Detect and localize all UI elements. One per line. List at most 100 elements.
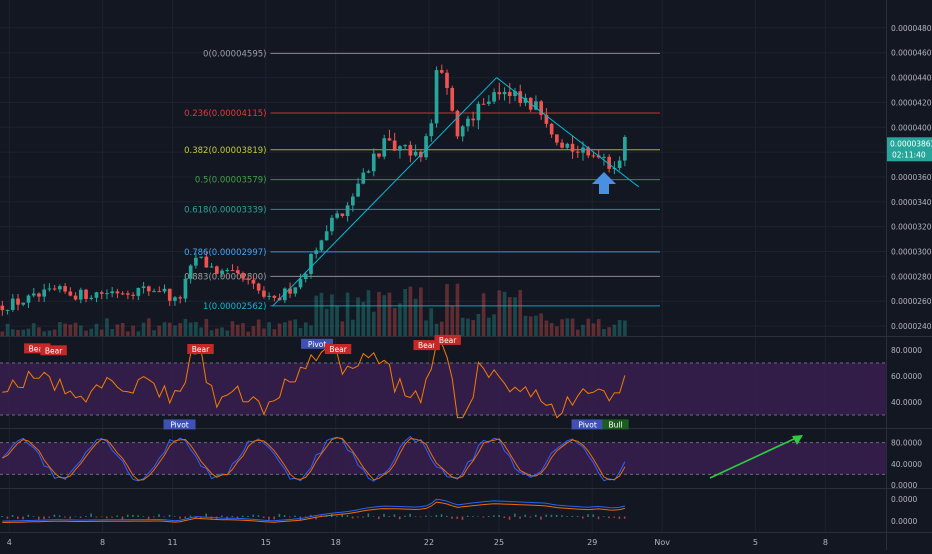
candle-body bbox=[173, 297, 177, 301]
candle-body bbox=[382, 138, 387, 157]
candle-body bbox=[146, 286, 151, 292]
volume-bar bbox=[157, 325, 162, 336]
volume-bar bbox=[16, 329, 20, 336]
macd-hist-bar bbox=[64, 516, 66, 518]
signal-label-bear: Bear bbox=[329, 345, 347, 354]
price-axis-tick: 0.00002800 bbox=[891, 272, 932, 281]
candle-body bbox=[94, 292, 99, 298]
macd-hist-bar bbox=[158, 514, 160, 517]
signal-label-bg bbox=[301, 338, 334, 349]
macd-hist-bar bbox=[22, 516, 24, 520]
current-price-tag bbox=[887, 137, 932, 162]
volume-bar bbox=[371, 311, 376, 336]
volume-bar bbox=[31, 323, 36, 336]
candle-body bbox=[460, 126, 465, 137]
price-axis-tick: 0.00003600 bbox=[891, 173, 932, 182]
price-axis-tick: 0.00002600 bbox=[891, 297, 932, 306]
volume-bar bbox=[392, 307, 397, 336]
candle-body bbox=[126, 293, 130, 295]
volume-bar bbox=[141, 322, 146, 336]
volume-bar bbox=[319, 292, 324, 336]
fib-level-label: 0.883(0.00002800) bbox=[184, 272, 266, 282]
candle-body bbox=[105, 293, 109, 295]
volume-bar bbox=[351, 319, 355, 336]
volume-bar bbox=[466, 318, 470, 336]
volume-bar bbox=[424, 320, 428, 336]
macd-hist-bar bbox=[582, 516, 584, 519]
candle-body bbox=[398, 146, 402, 151]
volume-bar bbox=[481, 293, 486, 336]
volume-bar bbox=[502, 291, 507, 336]
candle-body bbox=[42, 289, 47, 297]
volume-bar bbox=[262, 328, 266, 336]
macd-hist-bar bbox=[524, 514, 527, 517]
signal-label-bear: Bear bbox=[45, 346, 63, 355]
macd-hist-bar bbox=[561, 515, 563, 517]
macd-hist-bar bbox=[173, 516, 176, 517]
signal-label-bg bbox=[434, 334, 461, 345]
candle-body bbox=[141, 286, 146, 288]
volume-bar bbox=[52, 329, 57, 336]
volume-bar bbox=[204, 318, 209, 336]
candle-body bbox=[110, 291, 115, 294]
signal-label-pivot: Pivot bbox=[170, 420, 188, 429]
macd-hist-bar bbox=[69, 516, 71, 519]
candle-body bbox=[303, 273, 308, 280]
volume-bar bbox=[539, 313, 543, 336]
candle-body bbox=[602, 156, 606, 158]
candle-body bbox=[58, 286, 62, 290]
macd-line bbox=[2, 498, 626, 522]
macd-hist-bar bbox=[315, 516, 317, 520]
macd-hist-bar bbox=[179, 516, 181, 519]
candle-body bbox=[607, 156, 612, 169]
fib-level-label: 0.382(0.00003819) bbox=[184, 146, 266, 156]
candle-body bbox=[319, 240, 324, 251]
fibonacci-retracement: 0(0.00004595) 0.236(0.00004115) 0.382(0.00… bbox=[184, 49, 660, 312]
candle-body bbox=[392, 140, 397, 151]
fib-level-label: 0.5(0.00003579) bbox=[195, 176, 267, 186]
macd-hist-bar bbox=[508, 516, 511, 520]
macd-hist-bar bbox=[503, 516, 506, 519]
macd-hist-bar bbox=[79, 516, 82, 518]
macd-hist-bar bbox=[43, 516, 45, 520]
macd-hist-bar bbox=[545, 514, 547, 517]
macd-hist-bar bbox=[168, 514, 171, 517]
macd-hist-bar bbox=[409, 513, 411, 517]
candle-body bbox=[581, 147, 585, 153]
volume-bar bbox=[575, 329, 580, 336]
macd-hist-bar bbox=[440, 514, 443, 517]
macd-hist-bar bbox=[325, 515, 328, 517]
volume-bar bbox=[110, 329, 115, 336]
signal-label-bg bbox=[187, 344, 214, 354]
volume-bar bbox=[220, 327, 224, 336]
macd-hist-bar bbox=[487, 515, 490, 517]
signal-label-pivot: Pivot bbox=[578, 420, 596, 429]
candle-body bbox=[63, 286, 67, 292]
volume-bar bbox=[47, 330, 52, 336]
candle-body bbox=[10, 298, 15, 310]
time-axis-tick: 8 bbox=[100, 538, 105, 547]
macd-hist-bar bbox=[194, 516, 197, 519]
volume-bar bbox=[235, 324, 240, 336]
candle-body bbox=[214, 266, 219, 274]
price-axis-tick: 0.00003000 bbox=[891, 248, 932, 257]
rsi-band bbox=[0, 363, 886, 415]
macd-hist-bar bbox=[37, 516, 40, 520]
macd-hist-bar bbox=[425, 515, 427, 517]
volume-bar bbox=[602, 329, 606, 336]
macd-hist-bar bbox=[613, 516, 616, 518]
macd-hist-bar bbox=[153, 516, 155, 518]
volume-bar bbox=[460, 317, 465, 336]
candle-body bbox=[481, 103, 486, 105]
volume-bar bbox=[419, 287, 423, 336]
volume-bar bbox=[434, 323, 439, 336]
candle-body bbox=[565, 143, 570, 148]
macd-hist-bar bbox=[48, 516, 51, 518]
volume-bar bbox=[549, 323, 554, 336]
candle-body bbox=[439, 70, 444, 73]
candle-body bbox=[167, 288, 172, 301]
time-axis-tick: 22 bbox=[424, 538, 434, 547]
macd-hist-bar bbox=[534, 514, 537, 517]
volume-bar bbox=[115, 324, 120, 336]
candle-body bbox=[471, 118, 475, 121]
